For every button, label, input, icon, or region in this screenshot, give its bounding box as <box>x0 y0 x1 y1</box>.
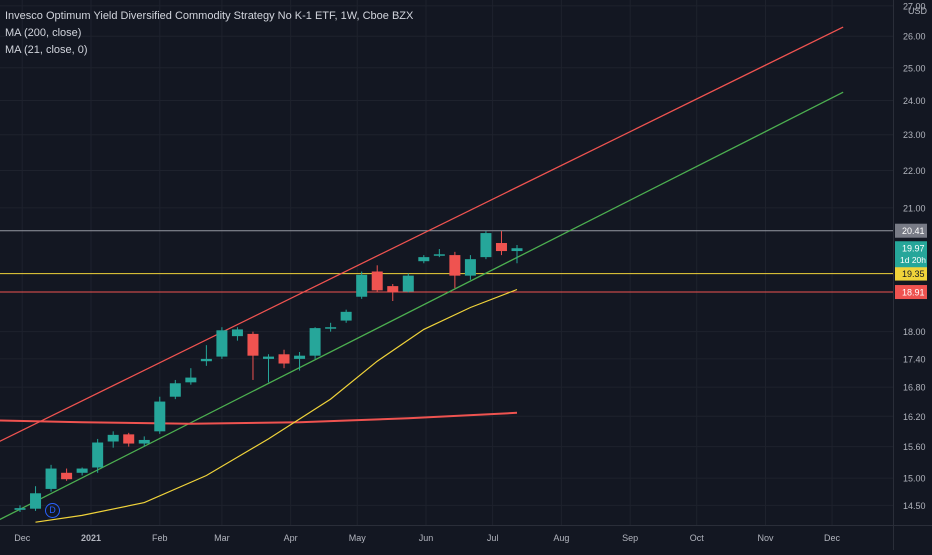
x-tick-label: Apr <box>284 533 298 543</box>
x-tick-label: Jul <box>487 533 499 543</box>
price-label: 18.91 <box>902 288 925 298</box>
candle-body <box>14 508 26 510</box>
ma21-line <box>35 288 518 523</box>
last-price-bg <box>895 241 927 268</box>
candle-body <box>449 255 461 276</box>
x-tick-label: May <box>349 533 367 543</box>
candle-body <box>154 401 166 432</box>
y-tick-label: 22.00 <box>903 166 926 176</box>
indicator-ma200[interactable]: MA (200, close) <box>5 27 82 39</box>
candle-body <box>371 271 383 291</box>
price-label: 20.41 <box>902 226 925 236</box>
x-tick-label: Mar <box>214 533 230 543</box>
indicator-ma21[interactable]: MA (21, close, 0) <box>5 44 88 56</box>
y-tick-label: 16.80 <box>903 383 926 393</box>
price-label-bg <box>895 266 927 281</box>
x-tick-label: Dec <box>14 533 31 543</box>
x-tick-label: Oct <box>690 533 705 543</box>
y-tick-label: 18.00 <box>903 327 926 337</box>
candle-body <box>45 468 57 489</box>
y-tick-label: 15.00 <box>903 474 926 484</box>
candle-body <box>495 243 507 252</box>
chart-title: Invesco Optimum Yield Diversified Commod… <box>5 10 414 22</box>
currency-label: USD <box>908 6 928 16</box>
candle-body <box>309 328 321 356</box>
candle-body <box>30 493 42 509</box>
channel-lower-line <box>0 91 844 521</box>
y-tick-label: 15.60 <box>903 442 926 452</box>
x-tick-label: Dec <box>824 533 841 543</box>
price-label-bg <box>895 285 927 300</box>
y-tick-label: 16.20 <box>903 412 926 422</box>
candle-body <box>433 254 445 256</box>
y-tick-label: 26.00 <box>903 32 926 42</box>
candle-body <box>356 274 368 297</box>
channel-upper-line <box>0 26 844 442</box>
x-tick-label: Aug <box>553 533 569 543</box>
candle-body <box>76 468 88 473</box>
x-tick-label: Nov <box>757 533 774 543</box>
candle-body <box>247 333 259 356</box>
x-tick-label: 2021 <box>81 533 101 543</box>
x-tick-label: Sep <box>622 533 638 543</box>
candle-body <box>480 233 492 258</box>
candle-body <box>61 472 73 480</box>
candle-body <box>92 442 104 468</box>
dividend-marker-icon[interactable]: D <box>45 503 60 518</box>
y-tick-label: 17.40 <box>903 354 926 364</box>
y-tick-label: 25.00 <box>903 63 926 73</box>
candle-body <box>200 358 212 362</box>
candle-body <box>231 329 243 337</box>
y-tick-label: 14.50 <box>903 501 926 511</box>
y-tick-label: 24.00 <box>903 96 926 106</box>
candle-body <box>107 434 119 442</box>
candle-body <box>294 355 306 359</box>
candle-body <box>185 377 197 383</box>
x-tick-label: Feb <box>152 533 168 543</box>
ma200-line <box>0 411 518 425</box>
last-price-countdown: 1d 20h <box>900 255 926 265</box>
candle-body <box>340 311 352 321</box>
y-tick-label: 27.00 <box>903 1 926 11</box>
candle-body <box>387 286 399 292</box>
candle-body <box>418 257 430 262</box>
candle-body <box>169 383 181 397</box>
candle-body <box>216 330 228 357</box>
chart-legend: Invesco Optimum Yield Diversified Commod… <box>5 8 413 59</box>
candle-body <box>511 248 523 252</box>
candle-body <box>402 275 414 292</box>
price-label: 19.35 <box>902 269 925 279</box>
last-price-label: 19.97 <box>902 244 925 254</box>
candle-body <box>464 259 476 276</box>
candle-body <box>123 434 135 444</box>
candle-body <box>325 327 337 329</box>
candle-body <box>138 439 150 444</box>
candle-body <box>278 354 290 364</box>
candle-body <box>263 356 274 359</box>
x-tick-label: Jun <box>419 533 434 543</box>
y-tick-label: 23.00 <box>903 130 926 140</box>
y-tick-label: 21.00 <box>903 203 926 213</box>
price-label-bg <box>895 223 927 238</box>
